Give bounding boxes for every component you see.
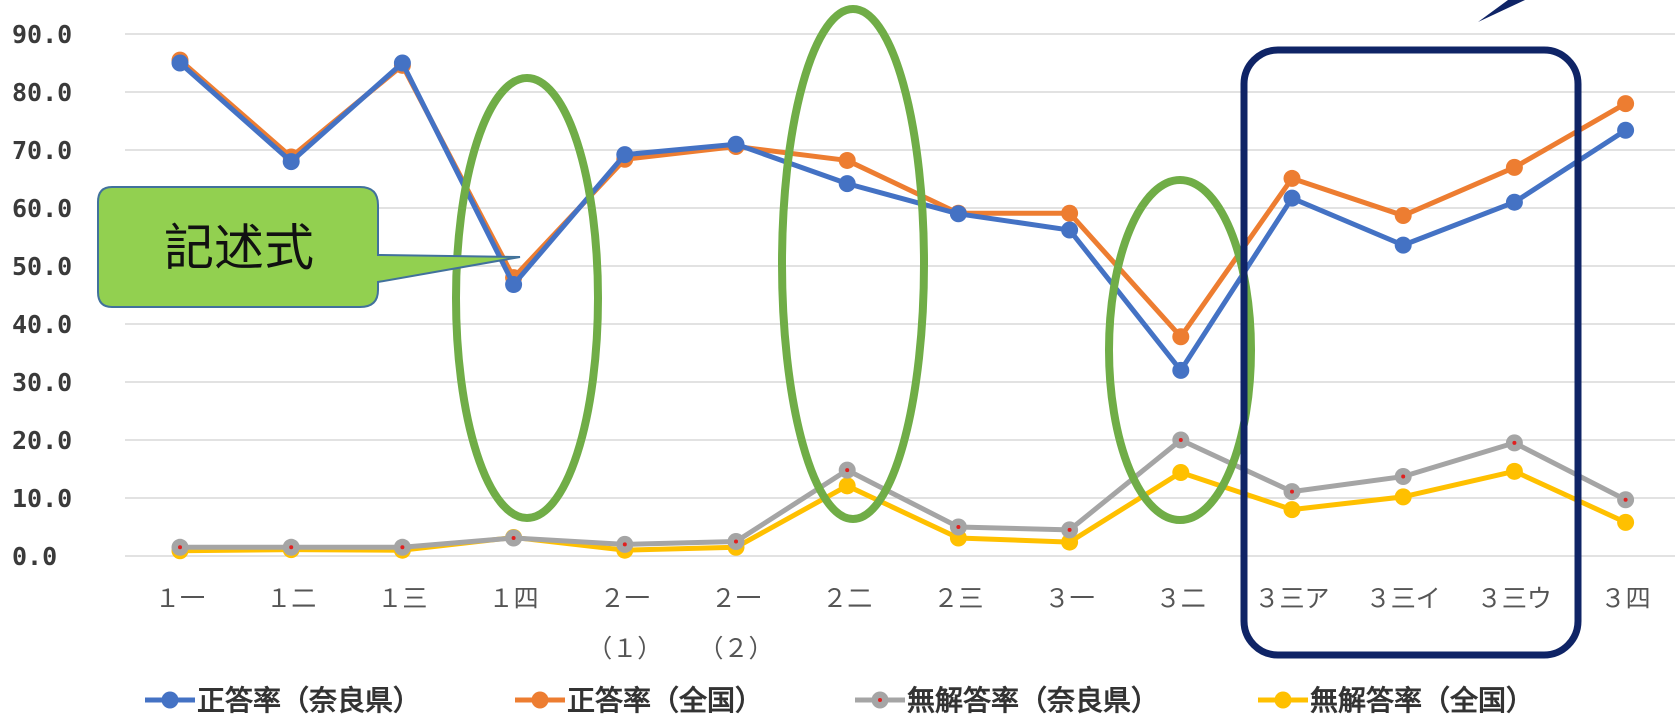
highlight-box-pointer <box>1478 0 1525 22</box>
data-point <box>1061 533 1079 551</box>
highlight-ellipses <box>452 5 1255 524</box>
legend-marker <box>1274 691 1292 709</box>
legend: 正答率（奈良県） 正答率（全国） 無解答率（奈良県） 無解答率（全国） <box>145 684 1534 717</box>
x-tick-label: ２二 <box>822 584 872 613</box>
y-axis-tick-labels: 0.0 10.0 20.0 30.0 40.0 50.0 60.0 70.0 80.0 90.0 <box>12 20 72 571</box>
data-point-center <box>956 525 961 529</box>
x-tick-label: ３三ア <box>1254 584 1329 613</box>
highlight-box <box>1240 46 1582 659</box>
legend-label: 無解答率（奈良県） <box>907 684 1159 717</box>
data-point-center <box>845 468 850 473</box>
legend-marker <box>531 691 549 709</box>
data-point <box>505 276 523 294</box>
data-point-center <box>1067 527 1072 532</box>
data-point <box>838 151 856 169</box>
data-point-center <box>1178 438 1183 442</box>
data-point <box>838 175 856 193</box>
y-tick-label: 80.0 <box>12 78 72 107</box>
series-3 <box>171 431 1635 556</box>
highlight-ellipse-2 <box>778 5 928 523</box>
y-tick-label: 50.0 <box>12 252 72 281</box>
series-line <box>180 437 1627 550</box>
x-tick-label: ２一 <box>600 584 650 613</box>
x-tick-label: （２） <box>698 634 773 663</box>
data-point <box>1617 95 1635 113</box>
data-point <box>1394 236 1412 254</box>
x-tick-label: ３三ウ <box>1477 584 1552 613</box>
data-point <box>1617 513 1635 531</box>
legend-label: 正答率（奈良県） <box>197 684 421 717</box>
data-point-center <box>622 542 627 547</box>
data-point <box>1061 221 1079 239</box>
highlight-ellipse-3 <box>1105 176 1255 524</box>
data-point <box>1394 207 1412 225</box>
highlight-ellipse-1 <box>452 74 602 522</box>
legend-item: 無解答率（全国） <box>1258 684 1534 717</box>
x-tick-label: ３三イ <box>1366 584 1441 613</box>
y-tick-label: 70.0 <box>12 136 72 165</box>
legend-item: 無解答率（奈良県） <box>855 684 1159 717</box>
callout: 記述式 <box>97 186 521 308</box>
x-tick-label: ２一 <box>711 584 761 613</box>
data-point <box>1283 169 1301 187</box>
y-tick-label: 30.0 <box>12 368 72 397</box>
legend-item: 正答率（全国） <box>515 684 763 717</box>
data-point <box>1172 463 1190 481</box>
data-point-center <box>1623 497 1628 502</box>
data-point <box>1283 189 1301 207</box>
data-point <box>949 205 967 223</box>
y-tick-label: 90.0 <box>12 20 72 49</box>
data-point <box>616 146 634 164</box>
x-tick-label: （１） <box>587 634 662 663</box>
data-point <box>393 54 411 72</box>
data-point <box>838 477 856 495</box>
data-point <box>1172 361 1190 379</box>
y-tick-label: 40.0 <box>12 310 72 339</box>
x-tick-label: １四 <box>489 584 539 613</box>
data-point <box>1505 462 1523 480</box>
series-line <box>179 468 1627 554</box>
legend-marker <box>161 691 179 709</box>
legend-item: 正答率（奈良県） <box>145 684 421 717</box>
data-point-center <box>734 539 738 544</box>
series-lines <box>171 51 1635 560</box>
x-tick-label: １三 <box>377 584 427 613</box>
data-point <box>1505 193 1523 211</box>
callout-bubble <box>97 186 521 308</box>
data-point <box>1061 204 1079 222</box>
data-point-center <box>178 545 182 550</box>
data-point <box>1505 158 1523 176</box>
y-tick-label: 10.0 <box>12 484 72 513</box>
legend-marker-center <box>878 698 882 702</box>
data-point-center <box>289 545 294 550</box>
x-tick-label: １二 <box>266 584 316 613</box>
series-1 <box>171 54 1635 379</box>
data-point-center <box>400 545 405 550</box>
data-point <box>1617 121 1635 139</box>
data-point <box>282 153 300 171</box>
legend-label: 無解答率（全国） <box>1310 684 1534 717</box>
legend-label: 正答率（全国） <box>567 684 763 717</box>
data-point-center <box>511 536 516 541</box>
y-tick-label: 20.0 <box>12 426 72 455</box>
callout-label: 記述式 <box>164 219 314 277</box>
x-tick-label: ３一 <box>1045 584 1095 613</box>
x-tick-label: ３四 <box>1601 584 1651 613</box>
data-point <box>1394 488 1412 506</box>
x-tick-label: ２三 <box>933 584 983 613</box>
x-tick-label: １一 <box>155 584 205 613</box>
data-point-center <box>1401 474 1406 479</box>
x-axis-tick-labels: １一 １二 １三 １四 ２一 （１） ２一 （２） ２二 ２三 ３一 ３二 ３三ア ３三イ ３三ウ ３四 <box>155 584 1651 663</box>
y-tick-label: 60.0 <box>12 194 72 223</box>
data-point <box>1172 328 1190 346</box>
x-tick-label: ３二 <box>1156 584 1206 613</box>
data-point <box>171 54 189 72</box>
data-point <box>1283 501 1301 519</box>
data-point-center <box>1290 489 1294 494</box>
data-point <box>727 135 745 153</box>
data-point-center <box>1512 440 1517 445</box>
series-line <box>178 60 1627 373</box>
y-tick-label: 0.0 <box>12 542 57 571</box>
